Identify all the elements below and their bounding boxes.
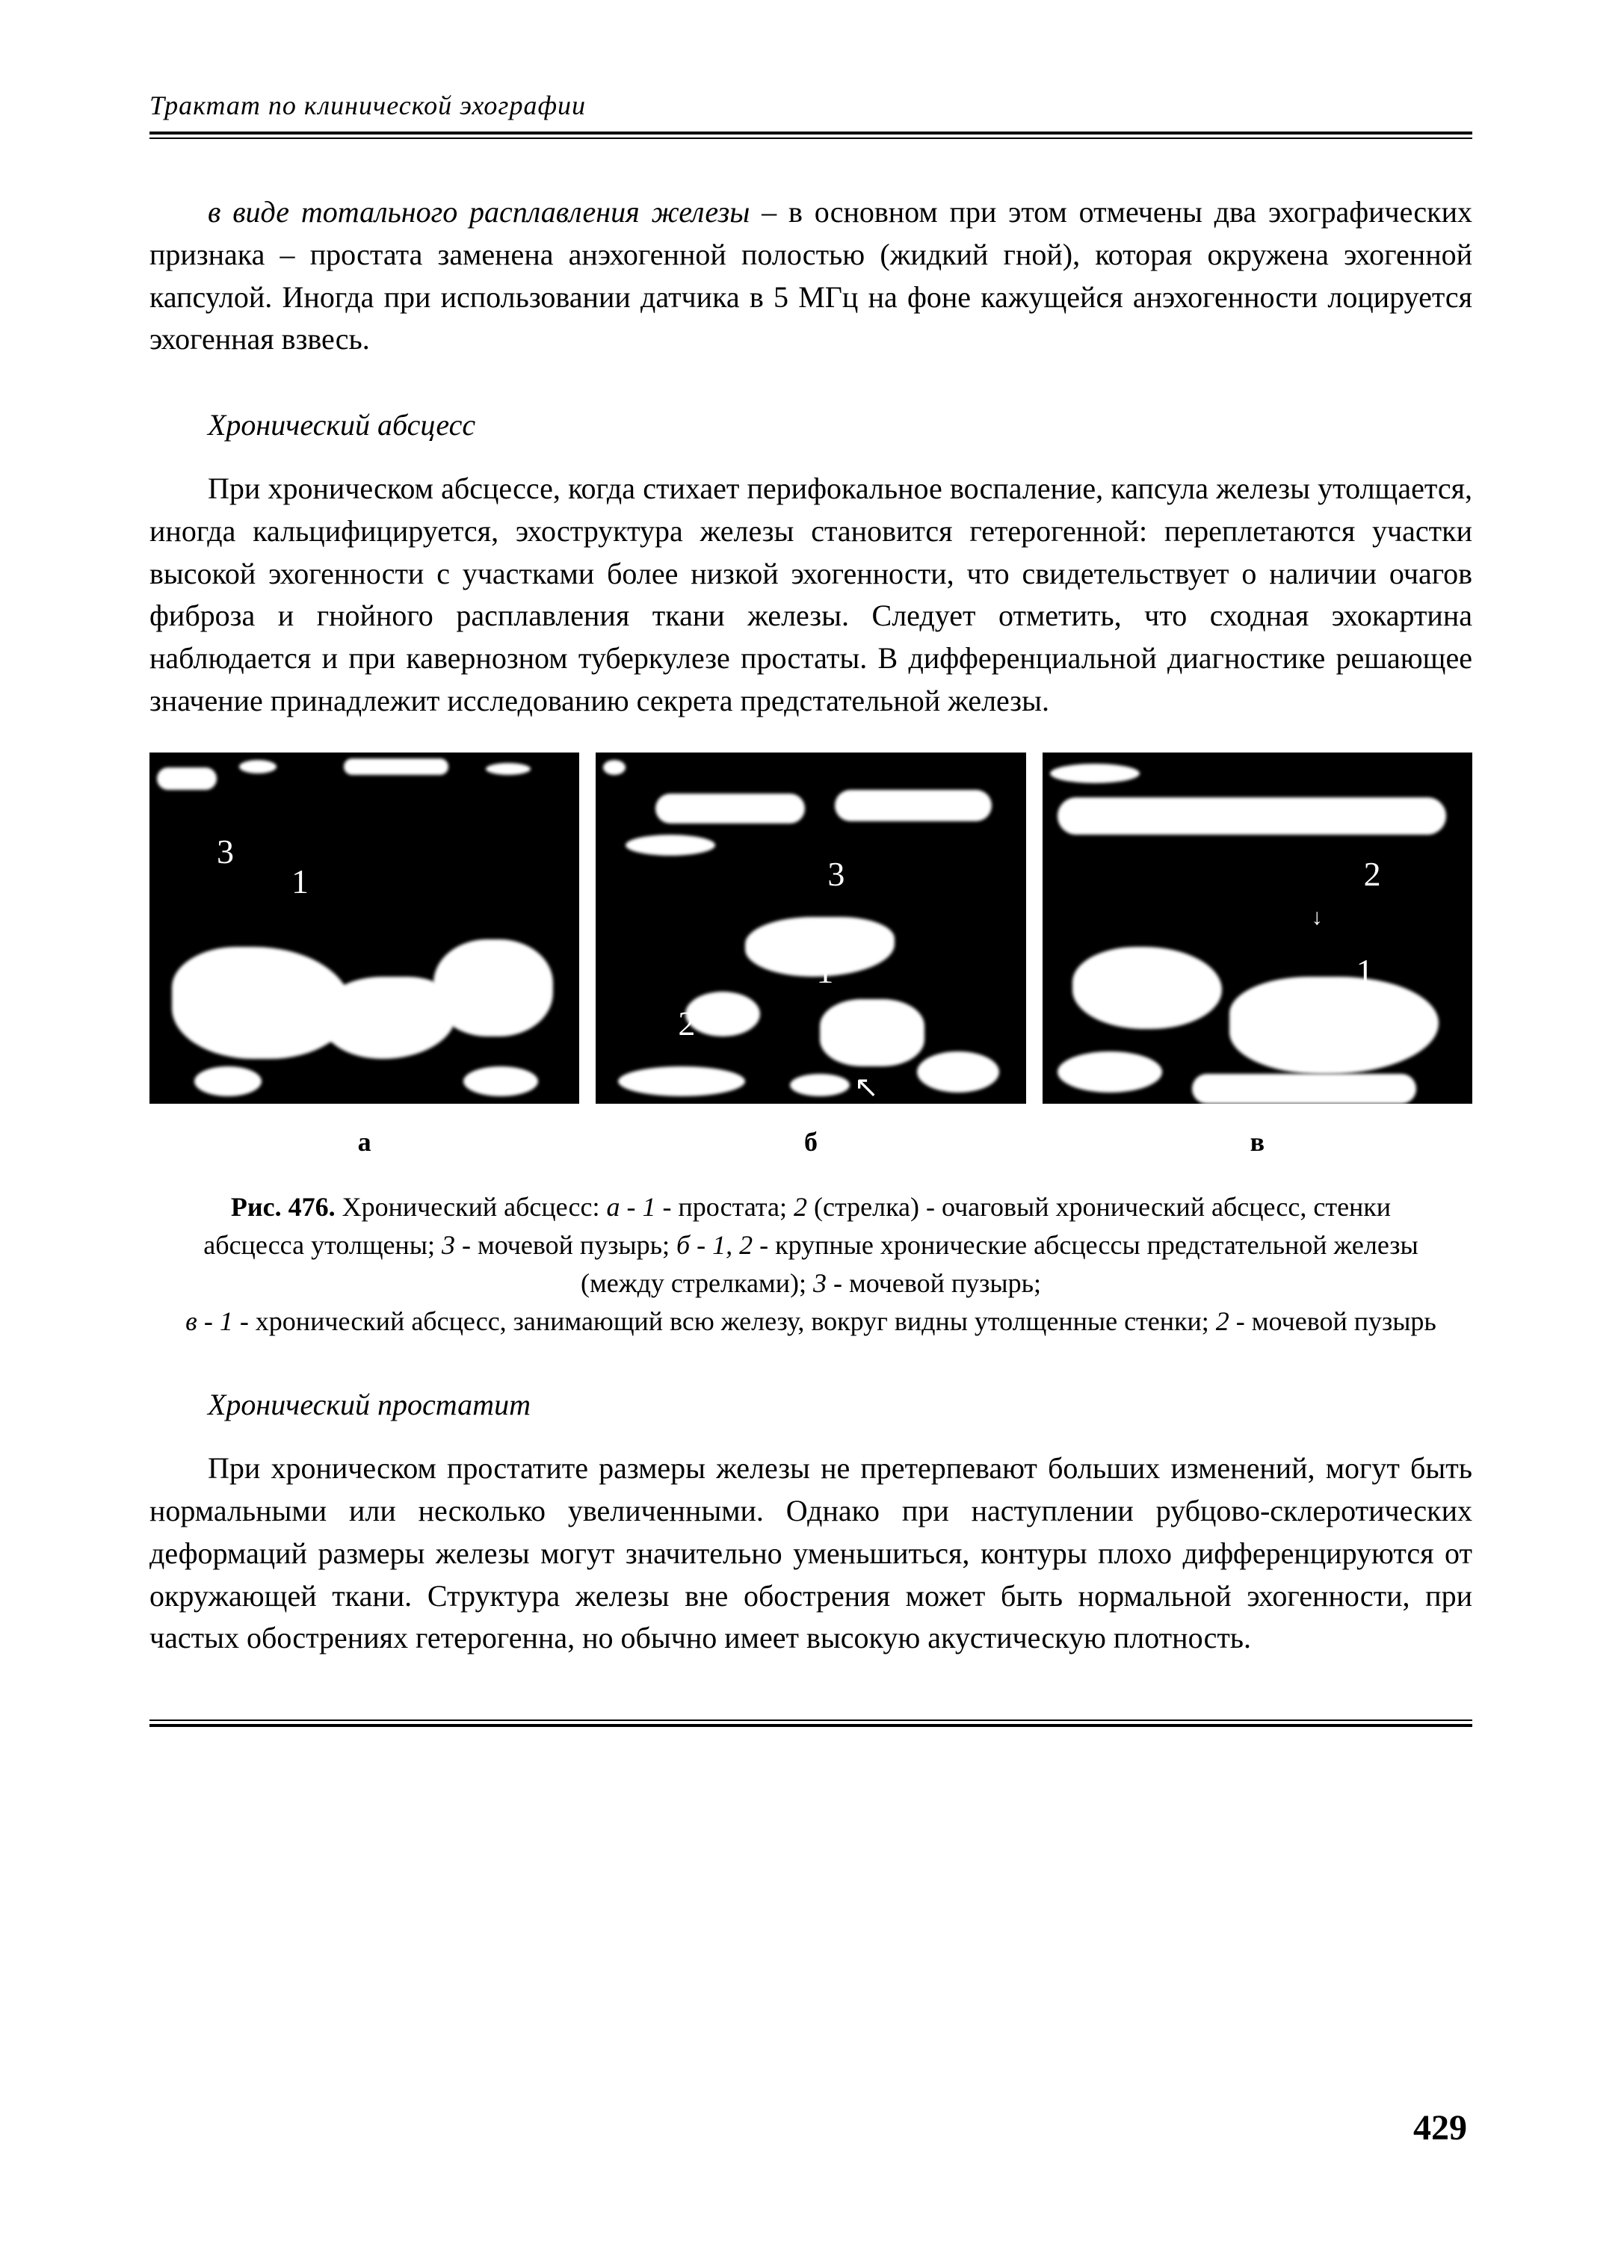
fig-b-label-3: 3 [827,850,845,898]
figure-476: 3 1 а 3 1 [149,753,1472,1161]
caption-figlabel: Рис. 476. [231,1192,336,1222]
footer-rule [149,1719,1472,1721]
paragraph-1: в виде тотального расплавления железы – … [149,191,1472,361]
panel-letter-a: а [358,1123,371,1161]
panel-letter-b: б [804,1123,818,1161]
fig-a-label-3: 3 [217,827,234,876]
footer-rule-inner [149,1724,1472,1727]
paragraph-3: При хроническом простатите размеры желез… [149,1447,1472,1660]
running-title: Трактат по клинической эхографии [149,90,1472,121]
fig-c-arrow: ↓ [1312,902,1323,934]
heading-chronic-prostatitis: Хронический простатит [149,1384,1472,1427]
fig-b-arrow: → [711,1003,741,1045]
paragraph-2: При хроническом абсцессе, когда стихает … [149,468,1472,723]
ultrasound-image-a: 3 1 [149,753,579,1104]
heading-chronic-abscess: Хронический абсцесс [149,404,1472,447]
page-content: Трактат по клинической эхографии в виде … [149,90,1472,1727]
body-text: в виде тотального расплавления железы – … [149,191,1472,1727]
header-rule-inner [149,137,1472,139]
figure-476-caption: Рис. 476. Хронический абсцесс: а - 1 - п… [149,1188,1472,1341]
fig-c-label-2: 2 [1364,850,1381,898]
figure-panel-c: 2 1 ↓ в [1043,753,1472,1161]
ultrasound-image-b: 3 1 2 → ↖ [596,753,1025,1104]
fig-b-label-1: 1 [816,947,833,995]
fig-b-arrow-2: ↖ [853,1066,879,1104]
figure-panel-b: 3 1 2 → ↖ б [596,753,1025,1161]
fig-b-label-2: 2 [678,999,695,1048]
figure-panel-a: 3 1 а [149,753,579,1161]
fig-a-label-1: 1 [291,857,309,906]
fig-c-label-1: 1 [1356,947,1374,995]
ultrasound-image-c: 2 1 ↓ [1043,753,1472,1104]
panel-letter-c: в [1250,1123,1265,1161]
para1-italic: в виде тотального расплавления железы [208,195,750,229]
page-number: 429 [1413,2107,1467,2148]
header-rule [149,132,1472,135]
